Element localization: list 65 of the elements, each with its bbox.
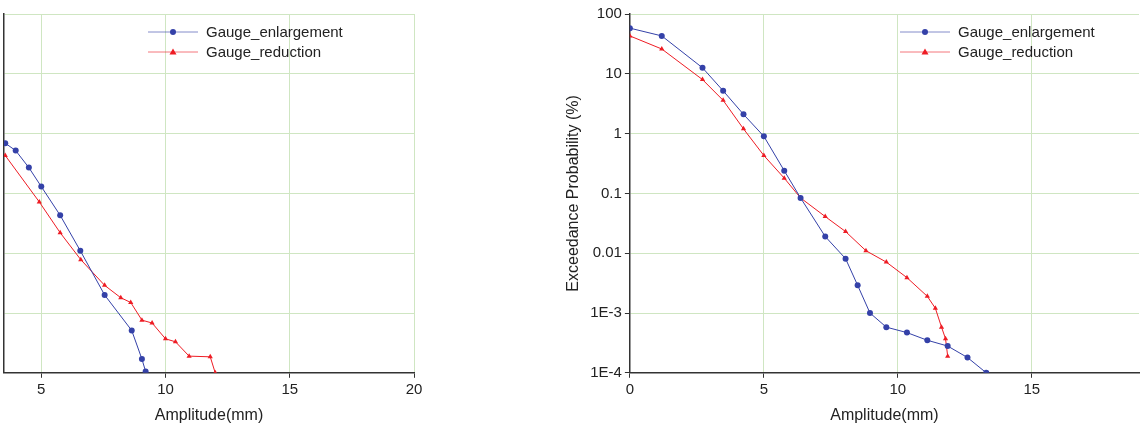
point bbox=[903, 329, 910, 336]
point bbox=[699, 64, 706, 71]
point bbox=[25, 164, 32, 171]
point bbox=[57, 212, 64, 219]
x-tick-label: 10 bbox=[889, 379, 907, 397]
point bbox=[720, 97, 726, 102]
point bbox=[102, 282, 108, 287]
y-tick-label: 10 bbox=[605, 63, 622, 81]
point bbox=[128, 327, 135, 334]
point bbox=[938, 324, 945, 329]
x-tick-label: 5 bbox=[759, 379, 769, 397]
point bbox=[842, 255, 849, 262]
y-tick-label: 1E-4 bbox=[590, 362, 622, 380]
y-axis-title: Exceedance Probability (%) bbox=[564, 95, 582, 292]
point bbox=[101, 292, 108, 298]
point bbox=[149, 320, 155, 325]
point bbox=[932, 305, 938, 310]
point bbox=[77, 247, 84, 254]
point bbox=[761, 152, 767, 158]
y-tick-label: 0.1 bbox=[601, 183, 622, 201]
x-tick-label: 15 bbox=[281, 379, 299, 397]
x-axis-title: Amplitude(mm) bbox=[154, 405, 264, 423]
point bbox=[740, 111, 747, 118]
legend-label: Gauge_reduction bbox=[958, 42, 1074, 62]
x-tick-label: 0 bbox=[625, 379, 635, 397]
point bbox=[904, 274, 910, 280]
point bbox=[172, 338, 179, 344]
y-tick-label: 1E-3 bbox=[590, 303, 622, 321]
point bbox=[139, 317, 145, 322]
point bbox=[38, 183, 45, 190]
y-tick-label: 100 bbox=[596, 4, 622, 22]
x-tick-label: 5 bbox=[37, 379, 46, 397]
point bbox=[760, 133, 767, 140]
point bbox=[866, 310, 873, 316]
point bbox=[138, 356, 145, 363]
point bbox=[883, 259, 889, 264]
legend-label: Gauge_enlargement bbox=[958, 22, 1095, 42]
point bbox=[658, 32, 665, 39]
point bbox=[863, 247, 869, 253]
point bbox=[924, 293, 930, 298]
point bbox=[186, 353, 192, 358]
legend-label: Gauge_enlargement bbox=[206, 22, 343, 42]
point bbox=[842, 228, 849, 234]
x-tick-label: 15 bbox=[1023, 379, 1041, 397]
point bbox=[945, 353, 951, 358]
point bbox=[781, 175, 787, 180]
point bbox=[781, 167, 788, 174]
point bbox=[822, 233, 829, 240]
x-axis-title: Amplitude(mm) bbox=[830, 405, 939, 423]
x-tick-label: 10 bbox=[157, 379, 174, 397]
point bbox=[4, 140, 9, 147]
point bbox=[699, 76, 706, 82]
point bbox=[12, 147, 19, 154]
point bbox=[883, 324, 890, 331]
point bbox=[944, 343, 951, 350]
point bbox=[720, 87, 727, 94]
point bbox=[924, 337, 931, 344]
x-tick-label: 20 bbox=[405, 379, 423, 397]
y-tick-label: 1 bbox=[613, 123, 622, 141]
point bbox=[854, 282, 861, 289]
point bbox=[964, 354, 971, 361]
y-tick-label: 0.01 bbox=[592, 243, 622, 261]
legend-label: Gauge_reduction bbox=[206, 42, 322, 62]
point bbox=[128, 299, 134, 304]
point bbox=[4, 152, 8, 158]
